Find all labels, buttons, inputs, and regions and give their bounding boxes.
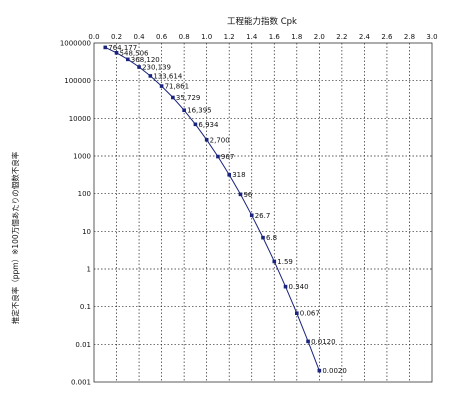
data-point	[216, 154, 220, 159]
data-label: 0.067	[300, 310, 320, 318]
data-point	[126, 57, 130, 62]
data-point	[272, 259, 277, 264]
data-point	[295, 311, 299, 316]
data-point	[238, 192, 243, 197]
x-tick-labels: 0.0 0.2 0.4 0.6 0.8 1.0 1.2 1.4 1.6 1.8 2.0 2.2 2.4 2…	[88, 33, 437, 41]
y-tick-label: 100000	[64, 77, 91, 85]
data-label: 35,729	[176, 94, 201, 102]
y-tick-label: 1	[87, 266, 91, 274]
data-label: 0.340	[289, 283, 309, 291]
x-tick-label: 0.2	[111, 33, 122, 41]
data-label: 16,395	[187, 107, 212, 115]
data-point	[182, 108, 186, 113]
x-tick-label: 1.0	[201, 33, 212, 41]
y-tick-labels: 1000000 100000 10000 1000 100 10 1 0.1 0.01 0.001	[60, 40, 91, 387]
data-point	[261, 235, 265, 240]
x-tick-label: 2.6	[381, 33, 393, 41]
y-tick-label: 1000	[73, 153, 91, 161]
data-label: 1.59	[277, 258, 293, 266]
x-tick-label: 1.2	[224, 33, 235, 41]
x-tick-label: 3.0	[426, 33, 437, 41]
x-tick-label: 0.4	[133, 33, 145, 41]
data-point	[148, 74, 153, 78]
x-tick-label: 2.2	[336, 33, 347, 41]
data-point	[283, 284, 288, 289]
data-label: 318	[232, 171, 245, 179]
x-tick-label: 2.4	[359, 33, 371, 41]
y-tick-label: 10000	[69, 115, 91, 123]
data-label: 71,861	[165, 83, 190, 91]
x-axis-title: 工程能力指数 Cpk	[227, 16, 297, 27]
y-tick-label: 0.01	[75, 341, 91, 349]
grid	[94, 43, 432, 382]
data-point	[317, 368, 322, 373]
x-tick-label: 0.8	[179, 33, 190, 41]
data-label: 6.8	[266, 234, 277, 242]
y-tick-label: 1000000	[60, 40, 91, 48]
data-point	[249, 213, 254, 218]
data-label: 133,614	[153, 72, 182, 80]
series-line	[105, 46, 320, 371]
data-point	[114, 51, 119, 55]
y-axis-title: 推定不良率（ppm）※100万個あたりの個数不良率	[10, 151, 20, 324]
data-label: 368,120	[131, 56, 160, 64]
data-point	[171, 95, 175, 100]
data-label: 6,934	[198, 121, 219, 129]
x-tick-label: 1.6	[269, 33, 281, 41]
y-tick-label: 10	[82, 228, 91, 236]
plot-frame	[93, 42, 433, 383]
x-tick-label: 1.8	[291, 33, 302, 41]
data-point	[193, 122, 198, 127]
x-tick-label: 2.8	[404, 33, 415, 41]
y-tick-label: 0.1	[80, 303, 91, 311]
data-point	[227, 172, 231, 177]
x-tick-label: 0.6	[156, 33, 168, 41]
data-point	[306, 339, 310, 344]
y-tick-label: 100	[78, 190, 91, 198]
data-point	[103, 45, 108, 50]
data-label: 0.0120	[311, 338, 336, 346]
data-point	[204, 137, 209, 142]
data-point	[159, 84, 164, 88]
data-point	[137, 65, 141, 69]
data-points	[103, 45, 322, 373]
data-label: 2,700	[210, 136, 230, 144]
data-label: 764,177	[108, 44, 137, 52]
data-label: 96	[243, 191, 252, 199]
y-tick-label: 0.001	[71, 379, 91, 387]
x-tick-label: 1.4	[246, 33, 258, 41]
data-label: 548,506	[120, 49, 149, 57]
data-label: 230,139	[142, 64, 171, 72]
x-tick-label: 0.0	[88, 33, 99, 41]
x-tick-label: 2.0	[314, 33, 325, 41]
data-label: 26.7	[255, 212, 271, 220]
data-label: 0.0020	[322, 367, 347, 375]
data-label: 967	[221, 153, 234, 161]
